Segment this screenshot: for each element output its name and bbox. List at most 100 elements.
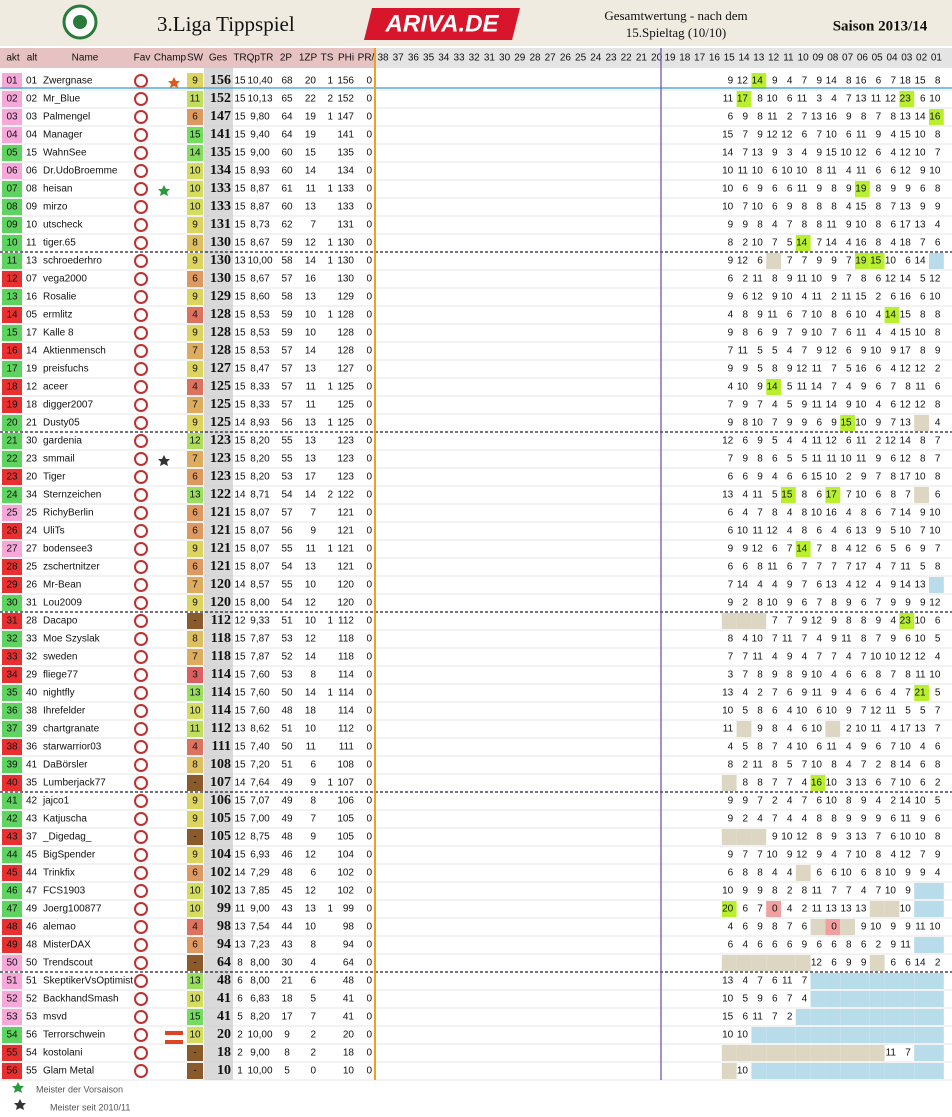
points: 7: [831, 328, 837, 339]
cell: 7,60: [250, 670, 270, 681]
points: 6: [890, 814, 896, 825]
cell: 8: [310, 670, 316, 681]
cell: 49: [26, 904, 38, 915]
points: 6: [757, 328, 763, 339]
column-header: QpTR: [247, 53, 274, 64]
points: 16: [826, 112, 838, 123]
sw-cell: [187, 397, 203, 413]
points: 9: [876, 418, 882, 429]
points: 12: [737, 76, 749, 87]
player-name: Lou2009: [43, 598, 82, 609]
empty-cell: [840, 1063, 855, 1079]
cell: 57: [281, 274, 293, 285]
cell: 4: [192, 922, 198, 933]
points: 10: [914, 832, 926, 843]
cell: 130: [337, 274, 354, 285]
cell: 15: [234, 796, 246, 807]
points: 12: [752, 544, 764, 555]
cell: 9: [192, 328, 198, 339]
cell: 7: [192, 652, 198, 663]
cell: 0: [366, 418, 372, 429]
sw-cell: [187, 757, 203, 773]
points: 7: [742, 202, 748, 213]
points: 4: [772, 400, 778, 411]
rank-cell: [2, 541, 22, 557]
points: 12: [900, 400, 912, 411]
rank-cell: [2, 973, 22, 989]
points: 5: [757, 346, 763, 357]
cell: 7,60: [250, 688, 270, 699]
cell: 2: [310, 1030, 316, 1041]
player-name: digger2007: [43, 400, 93, 411]
points: 7: [816, 598, 822, 609]
cell: 14: [234, 418, 246, 429]
cell: 9,00: [250, 148, 270, 159]
points: 2: [742, 274, 748, 285]
cell: 123: [337, 472, 354, 483]
sw-cell: [187, 379, 203, 395]
fav-icon: [134, 956, 148, 970]
points: 8: [816, 832, 822, 843]
points: 12: [811, 616, 823, 627]
cell: 0: [366, 1048, 372, 1059]
cell: 99: [343, 904, 355, 915]
rank-cell: [2, 847, 22, 863]
empty-cell: [840, 919, 855, 935]
fav-icon: [134, 326, 148, 340]
fav-icon: [134, 938, 148, 952]
rank-cell: [2, 667, 22, 683]
points: 7: [846, 256, 852, 267]
points: 7: [905, 490, 911, 501]
points: 18: [900, 76, 912, 87]
points: 8: [772, 274, 778, 285]
cell: 6: [237, 994, 243, 1005]
points: 9: [861, 382, 867, 393]
empty-cell: [810, 1009, 826, 1025]
cell: 41: [343, 994, 355, 1005]
cell: 57: [281, 382, 293, 393]
points: 10: [811, 310, 823, 321]
points: 4: [831, 850, 837, 861]
cell: 5: [310, 994, 316, 1005]
cell: 106: [337, 796, 354, 807]
points: 8: [742, 778, 748, 789]
points: 10: [885, 256, 897, 267]
cell: 20: [305, 76, 317, 87]
cell: 156: [337, 76, 354, 87]
empty-cell: [781, 1027, 796, 1043]
points: 6: [772, 940, 778, 951]
cell: 12: [305, 850, 317, 861]
rank-cell: [2, 217, 22, 233]
cell: 08: [6, 202, 18, 213]
points: 11: [900, 562, 911, 573]
cell: 24: [26, 526, 38, 537]
fav-icon: [134, 92, 148, 106]
empty-cell: [721, 1045, 737, 1061]
column-header: Fav: [134, 53, 151, 64]
cell: 0: [366, 760, 372, 771]
cell: 0: [366, 922, 372, 933]
points: 9: [846, 220, 852, 231]
cell: 9: [310, 778, 316, 789]
player-name: Sternzeichen: [43, 490, 101, 501]
empty-cell: [751, 613, 767, 629]
cell: 04: [6, 130, 18, 141]
points: 7: [831, 382, 837, 393]
cell: 12: [305, 598, 317, 609]
cell: 0: [366, 508, 372, 519]
points: 9: [742, 454, 748, 465]
rank-cell: [2, 811, 22, 827]
points: 11: [915, 922, 926, 933]
points: 8: [816, 166, 822, 177]
points: 11: [812, 454, 823, 465]
empty-cell: [884, 991, 900, 1007]
rank-cell: [2, 253, 22, 269]
points: 9: [728, 544, 734, 555]
empty-cell: [869, 1063, 885, 1079]
player-name: Dusty05: [43, 418, 80, 429]
cell: 118: [338, 652, 354, 663]
cell: 15: [305, 148, 317, 159]
best-cell: [795, 541, 811, 557]
matchday-header: 15: [724, 53, 736, 64]
cell: 18: [305, 706, 317, 717]
